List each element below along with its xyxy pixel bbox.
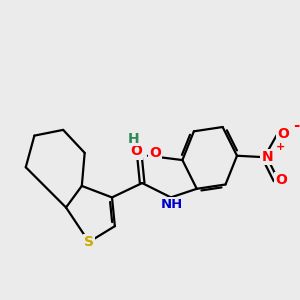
Text: H: H <box>128 131 140 146</box>
Text: +: + <box>275 142 285 152</box>
Text: -: - <box>293 118 299 133</box>
Text: O: O <box>276 173 287 187</box>
Text: O: O <box>130 144 142 158</box>
Text: O: O <box>149 146 161 160</box>
Text: S: S <box>84 235 94 249</box>
Text: N: N <box>261 150 273 164</box>
Text: NH: NH <box>161 198 184 211</box>
Text: O: O <box>277 127 289 141</box>
